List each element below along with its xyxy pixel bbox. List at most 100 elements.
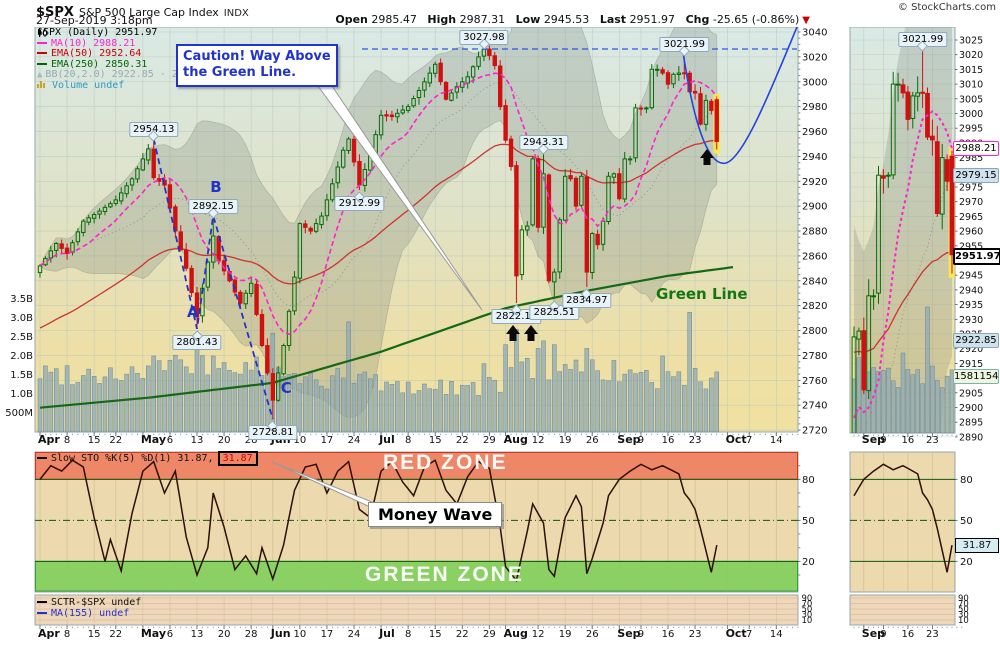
svg-text:14: 14 — [770, 435, 783, 446]
mini-sto-value-callout: 31.87 — [955, 538, 999, 553]
ema250-green-line — [39, 266, 734, 409]
mini-price-chart[interactable]: 2890289529002905291029152920292529302935… — [848, 27, 1000, 447]
svg-text:7: 7 — [746, 435, 752, 446]
svg-text:1.5B: 1.5B — [10, 370, 33, 381]
low-value: 2945.53 — [543, 13, 590, 26]
svg-text:10: 10 — [294, 629, 307, 640]
svg-text:17: 17 — [321, 629, 334, 640]
svg-text:15: 15 — [429, 435, 442, 446]
svg-text:30: 30 — [802, 611, 813, 621]
svg-text:3025: 3025 — [959, 36, 983, 47]
svg-text:2920: 2920 — [802, 177, 827, 188]
svg-text:50: 50 — [802, 605, 813, 615]
svg-text:2780: 2780 — [802, 351, 827, 362]
up-arrow-icon — [506, 325, 520, 341]
svg-text:3020: 3020 — [802, 52, 827, 63]
svg-text:500M: 500M — [5, 408, 33, 419]
svg-text:24: 24 — [348, 629, 361, 640]
svg-text:2915: 2915 — [959, 359, 983, 370]
sctr-ma-line-icon — [37, 612, 47, 614]
legend-volume-row: Volume undef — [37, 80, 214, 92]
svg-text:1.0B: 1.0B — [10, 389, 33, 400]
last-value: 2951.97 — [629, 13, 676, 26]
svg-text:7: 7 — [746, 629, 752, 640]
sctr-line-icon — [37, 601, 47, 603]
volume-bars-icon — [37, 83, 39, 88]
price-label-callout: 2892.15 — [188, 198, 238, 214]
svg-text:70: 70 — [802, 600, 813, 610]
svg-text:2.5B: 2.5B — [10, 332, 33, 343]
high-label: High — [427, 13, 457, 26]
svg-text:Aug: Aug — [504, 433, 528, 446]
wave-letter-c: C — [280, 378, 292, 397]
svg-text:24: 24 — [348, 435, 361, 446]
svg-text:13: 13 — [191, 629, 204, 640]
svg-text:2920: 2920 — [959, 344, 983, 355]
open-value: 2985.47 — [371, 13, 417, 26]
up-arrow-icon — [524, 325, 538, 341]
svg-text:6: 6 — [167, 629, 173, 640]
svg-text:2740: 2740 — [802, 401, 827, 412]
svg-text:20: 20 — [802, 557, 815, 568]
mini-axis-callout: 2951.97 — [953, 247, 1000, 265]
red-zone-label: RED ZONE — [383, 451, 508, 474]
svg-text:3.0B: 3.0B — [10, 313, 33, 324]
svg-text:2940: 2940 — [802, 152, 827, 163]
exchange: INDX — [223, 8, 249, 19]
copyright: © StockCharts.com — [897, 2, 996, 13]
svg-text:8: 8 — [64, 435, 70, 446]
svg-text:2975: 2975 — [959, 183, 983, 194]
legend-ema50-label: EMA(50) 2952.64 — [51, 48, 142, 59]
svg-text:3020: 3020 — [959, 50, 983, 61]
svg-text:15: 15 — [88, 435, 101, 446]
svg-text:10: 10 — [802, 616, 813, 626]
svg-text:26: 26 — [586, 629, 599, 640]
svg-text:29: 29 — [483, 435, 496, 446]
svg-text:2960: 2960 — [959, 227, 983, 238]
legend-ma10-label: MA(10) 2988.21 — [51, 37, 136, 49]
svg-text:12: 12 — [532, 629, 545, 640]
svg-text:10: 10 — [294, 435, 307, 446]
volume-bars — [37, 312, 719, 433]
svg-text:20: 20 — [218, 435, 231, 446]
svg-text:3005: 3005 — [959, 94, 983, 105]
chg-value: -25.65 (-0.86%) — [712, 13, 800, 26]
chg-label: Chg — [685, 13, 710, 26]
axis-layer: 2720274027602780280028202840286028802900… — [5, 28, 827, 447]
price-label-callout: 2801.43 — [172, 334, 222, 350]
chart-datetime: 27-Sep-2019 3:18pm — [36, 14, 153, 27]
svg-text:Aug: Aug — [504, 627, 528, 640]
low-label: Low — [515, 13, 541, 26]
candlestick-icon — [38, 28, 47, 37]
svg-text:50: 50 — [960, 516, 973, 527]
wave-letter-a: A — [187, 302, 199, 321]
wave-letter-b: B — [210, 177, 222, 196]
svg-text:2840: 2840 — [802, 276, 827, 287]
sctr-ma-label: MA(155) undef — [51, 608, 130, 619]
chart-title: $SPX S&P 500 Large Cap Index INDX — [36, 1, 249, 20]
ema50-line-icon — [37, 52, 47, 54]
legend-ema250-label: EMA(250) 2850.31 — [51, 58, 148, 70]
mini-axis-callout: 2922.85 — [953, 333, 999, 349]
sctr-legend: SCTR-$SPX undef MA(155) undef — [37, 597, 141, 619]
svg-text:2895: 2895 — [959, 418, 983, 429]
red-zone-band — [35, 452, 798, 480]
svg-text:3000: 3000 — [959, 109, 983, 120]
svg-text:20: 20 — [960, 557, 973, 568]
abc-zigzag-line — [152, 138, 274, 420]
main-price-chart[interactable]: 2720274027602780280028202840286028802900… — [0, 27, 845, 447]
svg-text:May: May — [141, 627, 166, 640]
sto-value-box: 31.87 — [217, 451, 258, 466]
money-wave-annotation: Money Wave — [368, 502, 503, 527]
svg-text:22: 22 — [456, 435, 469, 446]
high-value: 2987.31 — [459, 13, 506, 26]
price-label-callout: 2825.51 — [529, 304, 580, 320]
svg-text:3.5B: 3.5B — [10, 294, 33, 305]
svg-text:2980: 2980 — [802, 102, 827, 113]
candles-layer — [37, 45, 719, 420]
bollinger-band-icon: ▲ — [37, 70, 43, 80]
svg-text:90: 90 — [802, 594, 813, 604]
